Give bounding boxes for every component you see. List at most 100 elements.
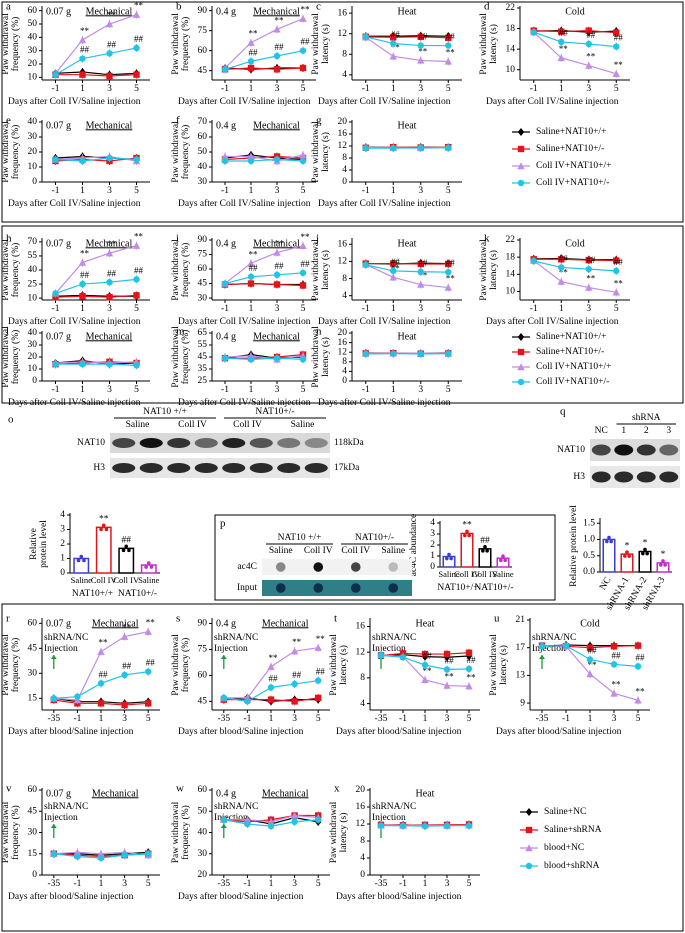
series-line	[224, 357, 304, 361]
significance-label: **	[146, 618, 156, 628]
y-tick-label: 4	[60, 510, 65, 520]
dot	[645, 551, 649, 556]
panel-letter: t	[334, 613, 337, 625]
y-tick-label: 45	[198, 66, 208, 76]
x-axis-label: Days after Coll IV/Saline injection	[178, 198, 311, 209]
x-axis-label: Days after Coll IV/Saline injection	[318, 198, 451, 209]
significance-label: **	[423, 666, 433, 676]
y-tick-label: 0	[342, 376, 347, 386]
dot	[82, 558, 86, 563]
marker	[290, 647, 299, 655]
marker	[79, 157, 86, 165]
marker	[79, 293, 86, 300]
blot-lane: NC	[595, 426, 608, 436]
marker	[50, 850, 57, 857]
y-tick-label: 60	[198, 785, 208, 795]
y-tick-label: 45	[28, 806, 38, 816]
x-tick-label: 5	[446, 304, 451, 314]
x-tick-label: Coll IV	[472, 569, 499, 579]
marker	[74, 853, 81, 860]
y-tick-label: 16	[338, 8, 348, 18]
marker	[121, 671, 128, 679]
y-axis-label: Paw withdrawal	[479, 13, 489, 75]
y-axis-label: Paw withdrawal	[1, 121, 11, 183]
marker	[390, 144, 397, 152]
panel-title: Cold	[565, 238, 584, 249]
blot-band	[194, 463, 218, 473]
significance-label: ##	[559, 253, 569, 263]
y-axis-label: Paw withdrawal	[311, 239, 321, 301]
marker	[106, 72, 113, 80]
y-tick-label: 4	[342, 165, 347, 175]
legend-label: Saline+NAT10+/-	[536, 144, 604, 154]
y-axis-label: Paw withdrawal	[329, 801, 339, 863]
significance-label: **	[418, 271, 428, 281]
y-axis-label: frequency (%)	[180, 805, 191, 860]
series-line	[224, 18, 304, 69]
blot-lane: Coll IV	[233, 420, 262, 430]
significance-label: **	[99, 515, 109, 525]
series-line	[533, 258, 617, 262]
marker	[517, 179, 525, 187]
marker	[267, 822, 275, 830]
significance-label: ##	[122, 661, 132, 671]
x-tick-label: -1	[221, 84, 229, 94]
blot-lane: Coll IV	[178, 420, 207, 430]
significance-label: ##	[292, 670, 302, 680]
y-tick-label: 4	[360, 699, 365, 709]
marker	[290, 811, 299, 819]
dose-label: 0.4 g	[216, 238, 236, 249]
series-line	[365, 36, 449, 39]
x-tick-label: -35	[375, 879, 388, 889]
marker	[299, 64, 307, 72]
marker	[389, 52, 397, 60]
marker	[390, 267, 397, 275]
x-tick-label: 1	[99, 879, 104, 889]
significance-label: ##	[446, 32, 456, 42]
significance-label: ##	[418, 32, 428, 42]
marker	[390, 350, 397, 357]
marker	[106, 293, 113, 301]
x-tick-label: -35	[217, 879, 230, 889]
marker	[133, 71, 140, 78]
y-tick-label: 45	[198, 352, 208, 362]
blot-band	[139, 463, 163, 473]
marker	[613, 267, 620, 275]
x-tick-label: 5	[301, 304, 306, 314]
panel-title: Mechanical	[253, 331, 300, 342]
blot-band	[249, 463, 273, 473]
series-line	[224, 282, 304, 287]
dose-label: 0.4 g	[216, 120, 236, 131]
y-tick-label: 0	[360, 870, 365, 880]
x-tick-label: 1	[80, 304, 85, 314]
marker	[417, 42, 424, 49]
x-axis-label: Days after Coll IV/Saline injection	[486, 316, 619, 327]
panel-letter: j	[315, 233, 319, 245]
significance-label: *	[661, 550, 666, 560]
blot-spot	[350, 562, 361, 572]
y-tick-label: 90	[198, 6, 208, 16]
marker	[444, 57, 452, 65]
x-tick-label: 3	[418, 304, 423, 314]
legend-label: Coll IV+NAT10+/-	[536, 377, 609, 387]
y-axis-label: Paw withdrawal	[311, 13, 321, 75]
marker	[106, 361, 113, 368]
series-line	[533, 257, 617, 261]
panel-title: Cold	[580, 618, 599, 629]
marker	[221, 280, 229, 287]
bar	[478, 548, 492, 568]
dot	[76, 558, 81, 563]
panel-letter: v	[6, 783, 12, 795]
y-axis-label: latency (s)	[320, 337, 331, 377]
dot	[623, 554, 627, 558]
annotation: Injection	[44, 813, 78, 823]
x-tick-label: -1	[73, 714, 81, 724]
y-tick-label: 10	[506, 287, 516, 297]
x-tick-label: 5	[614, 304, 619, 314]
y-tick-label: 55	[198, 340, 208, 350]
significance-label: ##	[316, 667, 326, 677]
y-axis-label: Paw withdrawal	[1, 13, 11, 75]
series-line	[55, 74, 137, 77]
significance-label: ##	[249, 263, 259, 273]
annotation: shRNA/NC	[44, 633, 88, 643]
